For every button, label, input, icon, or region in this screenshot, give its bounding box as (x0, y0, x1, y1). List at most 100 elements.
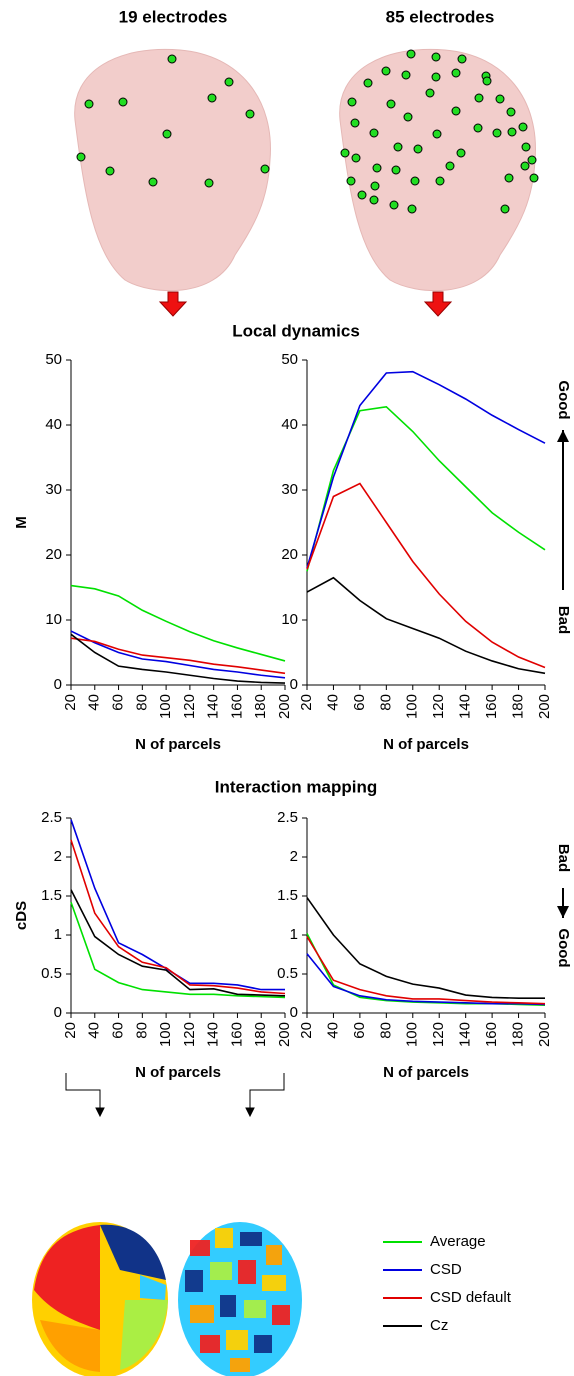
y-tick-label: 1 (54, 926, 62, 943)
y-tick-label: 10 (281, 611, 298, 628)
y-tick-label: 2 (54, 848, 62, 865)
annotation: Good (555, 928, 572, 967)
brain-illustration (32, 1222, 302, 1376)
x-tick-label: 40 (86, 1022, 103, 1039)
y-tick-label: 1.5 (277, 887, 298, 904)
x-tick-label: 100 (157, 1022, 174, 1047)
x-tick-label: 80 (377, 694, 394, 711)
bracket (65, 1073, 285, 1118)
annotation: Bad (555, 606, 572, 634)
x-tick-label: 200 (536, 1022, 553, 1047)
y-tick-label: 0 (290, 676, 298, 693)
y-tick-label: 40 (281, 416, 298, 433)
y-tick-label: 0 (54, 1004, 62, 1021)
series-line (306, 953, 546, 1006)
head-illustration (74, 48, 539, 317)
head-label: 85 electrodes (386, 7, 495, 26)
series-line (306, 576, 546, 675)
y-tick-label: 10 (45, 611, 62, 628)
y-axis-label: cDS (13, 901, 30, 930)
series-line (70, 584, 286, 662)
x-tick-label: 140 (205, 694, 222, 719)
y-tick-label: 30 (281, 481, 298, 498)
y-tick-label: 0.5 (41, 965, 62, 982)
x-tick-label: 80 (377, 1022, 394, 1039)
x-tick-label: 60 (110, 694, 127, 711)
legend-label: CSD default (430, 1289, 512, 1306)
series-line (70, 889, 286, 997)
legend-label: Average (430, 1233, 486, 1250)
x-tick-label: 120 (430, 1022, 447, 1047)
x-tick-label: 40 (324, 1022, 341, 1039)
section-title: Local dynamics (232, 321, 360, 340)
x-tick-label: 20 (298, 1022, 315, 1039)
x-tick-label: 200 (276, 694, 293, 719)
annotation: Good (555, 380, 572, 419)
legend-label: Cz (430, 1317, 448, 1334)
y-tick-label: 20 (45, 546, 62, 563)
x-tick-label: 20 (298, 694, 315, 711)
series-line (70, 819, 285, 991)
y-tick-label: 2 (290, 848, 298, 865)
y-tick-label: 1 (290, 926, 298, 943)
y-tick-label: 0 (54, 676, 62, 693)
y-tick-label: 2.5 (41, 809, 62, 826)
x-tick-label: 40 (86, 694, 103, 711)
series-line (70, 630, 286, 679)
x-tick-label: 160 (483, 694, 500, 719)
x-tick-label: 120 (181, 694, 198, 719)
x-tick-label: 80 (133, 694, 150, 711)
series-line (306, 405, 546, 572)
y-tick-label: 2.5 (277, 809, 298, 826)
series-line (70, 901, 286, 999)
x-tick-label: 20 (62, 694, 79, 711)
x-tick-label: 180 (510, 1022, 527, 1047)
x-tick-label: 180 (252, 694, 269, 719)
x-tick-label: 80 (133, 1022, 150, 1039)
x-axis-label: N of parcels (383, 736, 469, 753)
y-tick-label: 50 (281, 351, 298, 368)
section-title: Interaction mapping (215, 777, 377, 796)
arrow-head (557, 430, 569, 442)
x-tick-label: 120 (181, 1022, 198, 1047)
x-tick-label: 100 (404, 694, 421, 719)
x-tick-label: 60 (351, 694, 368, 711)
x-tick-label: 120 (430, 694, 447, 719)
series-line (70, 633, 286, 684)
x-tick-label: 160 (483, 1022, 500, 1047)
y-tick-label: 20 (281, 546, 298, 563)
x-tick-label: 20 (62, 1022, 79, 1039)
x-axis-label: N of parcels (135, 736, 221, 753)
y-tick-label: 50 (45, 351, 62, 368)
x-tick-label: 60 (351, 1022, 368, 1039)
x-tick-label: 100 (157, 694, 174, 719)
legend-label: CSD (430, 1261, 462, 1278)
x-tick-label: 180 (510, 694, 527, 719)
x-tick-label: 200 (276, 1022, 293, 1047)
y-axis-label: M (13, 516, 30, 529)
arrow-head (557, 906, 569, 918)
x-tick-label: 140 (205, 1022, 222, 1047)
x-tick-label: 40 (324, 694, 341, 711)
series-line (70, 839, 286, 995)
x-tick-label: 140 (457, 1022, 474, 1047)
x-tick-label: 100 (404, 1022, 421, 1047)
x-tick-label: 200 (536, 694, 553, 719)
series-line (306, 370, 546, 569)
x-tick-label: 180 (252, 1022, 269, 1047)
x-tick-label: 160 (228, 694, 245, 719)
x-axis-label: N of parcels (383, 1064, 469, 1081)
x-tick-label: 160 (228, 1022, 245, 1047)
series-line (306, 482, 546, 669)
annotation: Bad (555, 844, 572, 872)
y-tick-label: 1.5 (41, 887, 62, 904)
y-tick-label: 40 (45, 416, 62, 433)
y-tick-label: 0 (290, 1004, 298, 1021)
head-label: 19 electrodes (119, 7, 228, 26)
y-tick-label: 0.5 (277, 965, 298, 982)
x-tick-label: 140 (457, 694, 474, 719)
x-axis-label: N of parcels (135, 1064, 221, 1081)
x-tick-label: 60 (110, 1022, 127, 1039)
series-line (306, 897, 545, 999)
